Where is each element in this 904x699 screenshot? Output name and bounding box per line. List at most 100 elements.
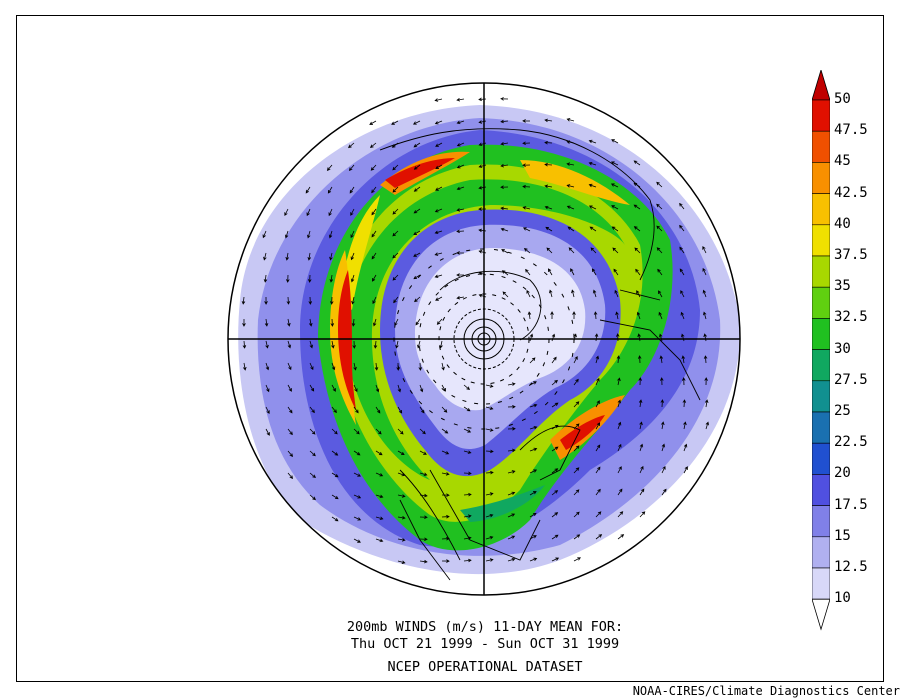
wind-arrow bbox=[353, 384, 358, 393]
wind-arrow bbox=[679, 224, 685, 232]
wind-arrow bbox=[617, 399, 622, 408]
wind-arrow bbox=[702, 311, 707, 320]
wind-arrow bbox=[681, 377, 686, 386]
wind-arrow bbox=[636, 311, 641, 320]
wind-arrow bbox=[418, 362, 423, 371]
wind-arrow bbox=[419, 515, 428, 519]
wind-arrow bbox=[373, 340, 378, 349]
wind-arrow bbox=[350, 208, 355, 216]
wind-arrow bbox=[485, 558, 494, 562]
wind-arrow bbox=[329, 296, 334, 305]
wind-arrow bbox=[397, 515, 406, 520]
wind-arrow bbox=[545, 226, 553, 232]
wind-arrow bbox=[441, 384, 446, 392]
wind-arrow bbox=[551, 490, 559, 496]
wind-arrow bbox=[456, 296, 465, 300]
wind-arrow bbox=[413, 230, 421, 235]
wind-arrow bbox=[595, 355, 600, 364]
wind-arrow bbox=[637, 355, 642, 364]
wind-arrow bbox=[551, 534, 559, 540]
wind-arrow bbox=[571, 289, 575, 298]
wind-arrow bbox=[463, 450, 472, 454]
wind-arrow bbox=[329, 274, 334, 283]
wind-arrow bbox=[615, 333, 620, 342]
wind-arrow bbox=[617, 421, 622, 430]
wind-arrow bbox=[353, 472, 361, 477]
wind-arrow bbox=[546, 247, 553, 254]
wind-arrow bbox=[375, 516, 384, 520]
wind-arrow bbox=[456, 97, 465, 102]
wind-arrow bbox=[328, 208, 333, 217]
colorbar-segment bbox=[812, 286, 830, 319]
wind-arrow bbox=[309, 340, 314, 349]
wind-arrow bbox=[397, 494, 406, 498]
wind-arrow bbox=[287, 472, 294, 479]
wind-arrow bbox=[419, 428, 426, 435]
wind-arrow bbox=[331, 384, 336, 392]
wind-arrow bbox=[566, 184, 575, 188]
wind-arrow bbox=[435, 296, 443, 301]
wind-arrow bbox=[307, 252, 312, 261]
wind-arrow bbox=[435, 142, 443, 147]
colorbar-tick-label: 17.5 bbox=[834, 496, 868, 513]
wind-arrow bbox=[527, 311, 532, 320]
wind-arrow bbox=[639, 488, 645, 496]
wind-arrow bbox=[441, 362, 445, 371]
wind-arrow bbox=[287, 384, 292, 392]
wind-arrow bbox=[683, 443, 688, 452]
wind-arrow bbox=[397, 560, 406, 564]
wind-arrow bbox=[656, 181, 663, 188]
wind-arrow bbox=[704, 377, 708, 386]
wind-arrow bbox=[702, 289, 707, 298]
wind-arrow bbox=[372, 274, 377, 282]
wind-arrow bbox=[309, 494, 316, 501]
wind-arrow bbox=[375, 384, 380, 393]
wind-arrow bbox=[395, 340, 399, 349]
wind-arrow bbox=[286, 274, 290, 283]
wind-arrow bbox=[419, 472, 428, 476]
wind-arrow bbox=[573, 356, 578, 364]
wind-arrow bbox=[478, 186, 487, 190]
wind-arrow bbox=[661, 488, 667, 496]
wind-arrow bbox=[413, 186, 421, 192]
wind-arrow bbox=[588, 139, 597, 144]
wind-arrow bbox=[551, 379, 558, 386]
wind-arrow bbox=[551, 446, 559, 452]
wind-arrow bbox=[595, 534, 603, 540]
wind-arrow bbox=[265, 384, 270, 393]
wind-arrow bbox=[617, 511, 624, 518]
wind-arrow bbox=[352, 340, 357, 349]
wind-arrow bbox=[617, 488, 623, 496]
wind-arrow bbox=[657, 268, 663, 276]
wind-arrow bbox=[351, 318, 356, 327]
wind-arrow bbox=[331, 428, 338, 435]
wind-arrow bbox=[327, 186, 333, 194]
wind-arrow bbox=[507, 491, 516, 496]
wind-arrow bbox=[265, 406, 270, 415]
wind-arrow bbox=[633, 160, 641, 166]
wind-arrow bbox=[441, 450, 450, 455]
wind-arrow bbox=[463, 471, 472, 476]
wind-arrow bbox=[544, 205, 553, 210]
wind-arrow bbox=[463, 428, 472, 433]
wind-arrow bbox=[243, 362, 247, 371]
wind-arrow bbox=[417, 340, 421, 349]
wind-arrow bbox=[478, 164, 487, 168]
wind-arrow bbox=[351, 296, 355, 305]
wind-arrow bbox=[588, 205, 597, 210]
wind-arrow bbox=[659, 333, 663, 342]
wind-arrow bbox=[372, 318, 377, 327]
wind-arrow bbox=[242, 340, 247, 349]
wind-arrow bbox=[703, 333, 707, 342]
wind-arrow bbox=[371, 252, 377, 260]
wind-arrow bbox=[595, 444, 601, 452]
wind-arrow bbox=[523, 248, 531, 254]
colorbar-segment bbox=[812, 193, 830, 226]
colorbar-segment bbox=[812, 99, 830, 132]
wind-arrow bbox=[287, 406, 293, 414]
wind-arrow bbox=[638, 377, 643, 386]
wind-arrow bbox=[551, 333, 556, 342]
wind-arrow bbox=[485, 470, 494, 475]
wind-arrow bbox=[681, 333, 685, 342]
wind-arrow bbox=[242, 318, 246, 327]
